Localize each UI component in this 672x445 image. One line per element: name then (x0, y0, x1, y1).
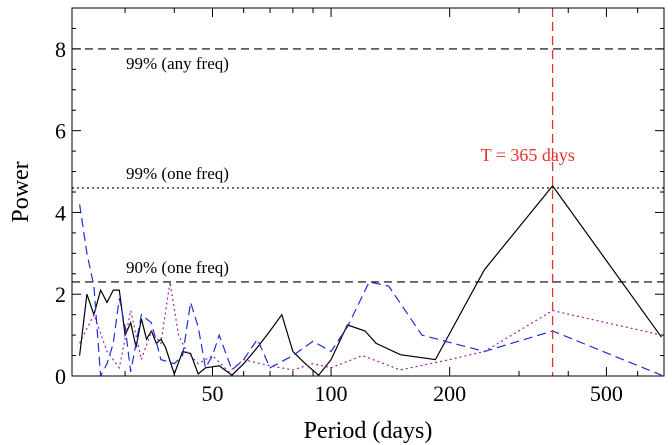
threshold-label: 99% (any freq) (126, 54, 229, 73)
plot-frame (71, 7, 665, 377)
threshold-label: 99% (one freq) (126, 164, 229, 183)
series-line-2 (79, 204, 662, 376)
threshold-label: 90% (one freq) (126, 258, 229, 277)
y-tick-label: 8 (55, 37, 66, 62)
y-tick-label: 6 (55, 119, 66, 144)
tick-labels: 0 2 4 6 8 50 100 200 500 (55, 37, 623, 406)
y-axis-label: Power (8, 161, 34, 222)
y-tick-label: 2 (55, 282, 66, 307)
series-line-3 (79, 281, 662, 373)
x-tick-label: 100 (315, 381, 348, 406)
y-tick-label: 4 (55, 200, 66, 225)
power-series (79, 184, 662, 376)
x-axis-label: Period (days) (304, 418, 433, 444)
x-tick-label: 500 (590, 381, 623, 406)
threshold-lines: 99% (any freq) 99% (one freq) 90% (one fre… (72, 48, 664, 283)
series-line-1 (79, 184, 662, 376)
marker-label: T = 365 days (481, 145, 575, 165)
x-tick-label: 200 (433, 381, 466, 406)
period-marker: T = 365 days (481, 8, 575, 376)
x-tick-label: 50 (201, 381, 223, 406)
y-tick-label: 0 (55, 364, 66, 389)
